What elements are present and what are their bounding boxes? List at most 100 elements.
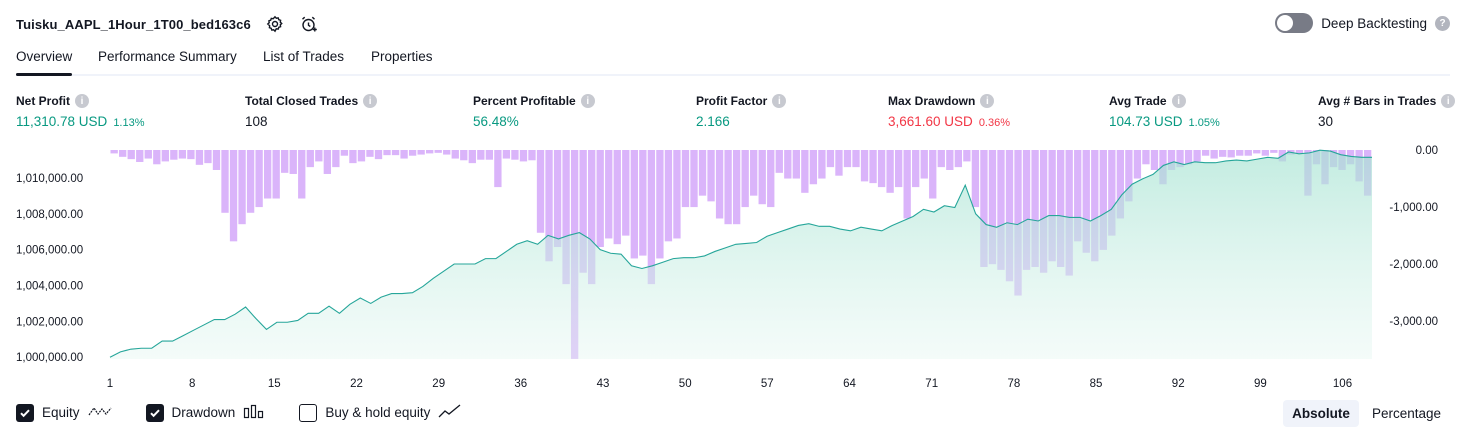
- drawdown-bar: [229, 150, 238, 242]
- tab-overview[interactable]: Overview: [16, 49, 73, 76]
- checkbox-unchecked-icon[interactable]: [299, 403, 318, 422]
- drawdown-bar: [212, 150, 221, 170]
- metric-net-profit: Net Profit i 11,310.78 USD 1.13%: [16, 94, 145, 129]
- equity-drawdown-chart[interactable]: 1,000,000.00 1,002,000.00 1,004,000.00 1,00…: [0, 140, 1466, 390]
- drawdown-bar: [1065, 150, 1073, 276]
- drawdown-bar: [502, 150, 511, 159]
- x-axis-tick: 29: [432, 378, 445, 390]
- legend-drawdown[interactable]: Drawdown: [145, 403, 266, 422]
- drawdown-bar: [801, 150, 809, 193]
- tab-properties[interactable]: Properties: [371, 49, 433, 64]
- drawdown-bar: [954, 150, 963, 168]
- drawdown-bar: [673, 150, 681, 239]
- equity-area: [110, 150, 1372, 359]
- drawdown-bar: [860, 150, 869, 182]
- gear-icon[interactable]: [265, 14, 285, 34]
- right-axis: 0.00 -1,000.00 -2,000.00 -3,000.00: [1389, 145, 1438, 328]
- metric-value: 56.48%: [473, 114, 519, 129]
- drawdown-bar: [306, 150, 314, 168]
- drawdown-bar: [1108, 150, 1116, 236]
- drawdown-bar: [1167, 150, 1176, 170]
- drawdown-bar: [1227, 150, 1235, 158]
- left-axis-tick: 1,004,000.00: [16, 281, 83, 293]
- info-icon[interactable]: i: [772, 94, 787, 108]
- metric-label: Profit Factor: [696, 94, 768, 108]
- info-icon[interactable]: i: [1171, 94, 1186, 108]
- drawdown-bar: [528, 150, 536, 161]
- mode-percentage[interactable]: Percentage: [1371, 406, 1441, 421]
- drawdown-bar: [1005, 150, 1014, 282]
- drawdown-bar: [894, 150, 903, 188]
- drawdown-bar: [1116, 150, 1125, 219]
- drawdown-bar: [1125, 150, 1133, 202]
- drawdown-bar: [1074, 150, 1082, 242]
- left-axis-tick: 1,000,000.00: [16, 352, 83, 364]
- right-axis-tick: -3,000.00: [1389, 316, 1438, 328]
- info-icon[interactable]: i: [1441, 94, 1456, 108]
- deep-backtesting-label: Deep Backtesting: [1321, 15, 1427, 31]
- help-icon[interactable]: ?: [1435, 15, 1450, 31]
- drawdown-bar: [263, 150, 272, 199]
- drawdown-bar: [451, 150, 459, 159]
- metric-value: 104.73 USD: [1109, 114, 1183, 129]
- drawdown-bar: [596, 150, 604, 248]
- drawdown-bar: [792, 150, 800, 179]
- x-axis-tick: 8: [189, 378, 195, 390]
- drawdown-bar: [238, 150, 246, 225]
- info-icon[interactable]: i: [580, 94, 595, 108]
- drawdown-bar: [843, 150, 852, 168]
- x-axis-tick: 78: [1008, 378, 1021, 390]
- equity-line-icon: [88, 403, 112, 422]
- drawdown-bar: [1261, 150, 1269, 156]
- drawdown-bar: [195, 150, 204, 165]
- legend-equity[interactable]: Equity: [16, 403, 112, 422]
- right-axis-tick: 0.00: [1416, 145, 1438, 157]
- drawdown-bar: [1039, 150, 1048, 273]
- x-axis-tick: 15: [268, 378, 281, 390]
- drawdown-bar: [443, 150, 451, 155]
- drawdown-bar: [1142, 150, 1150, 165]
- left-axis-tick: 1,008,000.00: [16, 209, 83, 221]
- drawdown-bar: [161, 150, 169, 162]
- x-axis-tick: 1: [107, 378, 113, 390]
- info-icon[interactable]: i: [75, 94, 89, 108]
- right-axis-tick: -2,000.00: [1389, 259, 1438, 271]
- drawdown-bar: [383, 150, 391, 156]
- drawdown-bar: [1253, 150, 1261, 154]
- metric-percent: 0.36%: [978, 117, 1011, 129]
- alarm-clock-plus-icon[interactable]: [299, 14, 319, 34]
- x-axis-tick: 36: [514, 378, 527, 390]
- drawdown-bar: [391, 150, 400, 156]
- metric-label: Avg # Bars in Trades: [1318, 94, 1437, 108]
- drawdown-bar: [136, 150, 144, 162]
- drawdown-bar: [980, 150, 988, 268]
- mode-absolute[interactable]: Absolute: [1283, 400, 1359, 427]
- drawdown-bar: [588, 150, 596, 285]
- checkbox-checked-icon[interactable]: [145, 403, 164, 422]
- checkbox-checked-icon[interactable]: [16, 403, 34, 422]
- drawdown-bar: [818, 150, 826, 179]
- tab-performance-summary[interactable]: Performance Summary: [98, 49, 237, 64]
- drawdown-bar: [1150, 150, 1159, 170]
- drawdown-bar: [775, 150, 783, 173]
- drawdown-bar: [639, 150, 647, 256]
- deep-backtesting-toggle[interactable]: [1275, 13, 1314, 33]
- drawdown-bar: [971, 150, 980, 208]
- legend-label: Buy & hold equity: [325, 405, 431, 420]
- x-axis-tick: 71: [925, 378, 938, 390]
- drawdown-bar: [750, 150, 758, 196]
- metric-avg-bars-in-trades: Avg # Bars in Trades i 30: [1318, 94, 1456, 129]
- metric-max-drawdown: Max Drawdown i 3,661.60 USD 0.36%: [888, 94, 1010, 129]
- info-icon[interactable]: i: [980, 94, 995, 108]
- metric-value: 11,310.78 USD: [16, 114, 108, 129]
- equity-line: [109, 149, 1372, 358]
- drawdown-bar: [298, 150, 306, 199]
- x-axis-tick: 50: [679, 378, 692, 390]
- chart-legend: Equity Drawdown Buy & hold equity: [16, 403, 496, 422]
- drawdown-bar: [1295, 150, 1304, 154]
- info-icon[interactable]: i: [363, 94, 378, 108]
- legend-buy-hold-equity[interactable]: Buy & hold equity: [299, 403, 462, 422]
- drawdown-bar: [1022, 150, 1031, 270]
- legend-label: Equity: [42, 405, 80, 420]
- tab-list-of-trades[interactable]: List of Trades: [263, 49, 345, 64]
